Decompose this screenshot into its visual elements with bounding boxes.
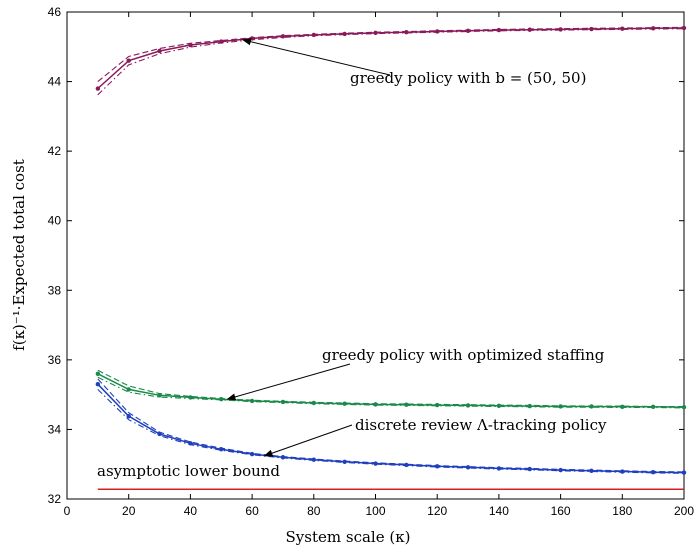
data-point-greedy-policy-with-optimized-staffing bbox=[373, 402, 378, 407]
x-tick-label: 160 bbox=[551, 504, 571, 518]
data-point-greedy-policy-with-optimized-staffing bbox=[404, 402, 409, 407]
data-point-greedy-policy-with-b-50-50 bbox=[157, 48, 162, 54]
data-point-discrete-review-tracking-policy bbox=[219, 447, 224, 452]
data-point-discrete-review-tracking-policy bbox=[188, 441, 193, 446]
data-point-greedy-policy-with-optimized-staffing bbox=[465, 403, 471, 408]
data-point-discrete-review-tracking-policy bbox=[95, 382, 101, 387]
data-point-greedy-policy-with-optimized-staffing bbox=[342, 401, 347, 406]
data-point-discrete-review-tracking-policy bbox=[126, 414, 131, 419]
data-point-discrete-review-tracking-policy bbox=[373, 461, 378, 466]
data-point-discrete-review-tracking-policy bbox=[311, 457, 316, 462]
data-point-greedy-policy-with-b-50-50 bbox=[650, 26, 656, 31]
series-line-greedy-policy-with-optimized-staffing bbox=[97, 373, 685, 408]
data-point-discrete-review-tracking-policy bbox=[465, 465, 471, 470]
data-point-discrete-review-tracking-policy bbox=[681, 470, 687, 475]
y-tick-label: 34 bbox=[48, 422, 62, 436]
annotation-layer: greedy policy with b = (50, 50) greedy po… bbox=[97, 38, 607, 480]
data-point-greedy-policy-with-b-50-50 bbox=[373, 30, 378, 36]
tick-layer: 0 20 40 60 80 100 120 140 160 180 200 32 34 36 38 40 42 4… bbox=[48, 5, 695, 518]
data-point-discrete-review-tracking-policy bbox=[496, 466, 502, 471]
annotation-arrow bbox=[263, 424, 353, 457]
data-point-greedy-policy-with-optimized-staffing bbox=[558, 404, 563, 409]
data-point-discrete-review-tracking-policy bbox=[157, 431, 162, 437]
y-tick-label: 32 bbox=[48, 492, 62, 506]
x-tick-label: 60 bbox=[245, 504, 259, 518]
data-point-discrete-review-tracking-policy bbox=[342, 459, 347, 464]
data-point-greedy-policy-with-optimized-staffing bbox=[496, 403, 502, 408]
series-layer bbox=[95, 25, 687, 491]
x-tick-label: 100 bbox=[365, 504, 385, 518]
data-point-discrete-review-tracking-policy bbox=[404, 462, 409, 468]
data-point-discrete-review-tracking-policy bbox=[650, 470, 656, 475]
data-point-greedy-policy-with-optimized-staffing bbox=[589, 404, 594, 409]
data-point-greedy-policy-with-optimized-staffing bbox=[620, 404, 625, 410]
data-point-greedy-policy-with-b-50-50 bbox=[496, 27, 502, 33]
data-point-greedy-policy-with-b-50-50 bbox=[280, 34, 286, 39]
data-point-greedy-policy-with-optimized-staffing bbox=[435, 402, 440, 408]
data-point-discrete-review-tracking-policy bbox=[527, 466, 532, 472]
data-point-greedy-policy-with-b-50-50 bbox=[527, 27, 532, 32]
data-point-greedy-policy-with-optimized-staffing bbox=[219, 396, 224, 402]
annotation-label: asymptotic lower bound bbox=[97, 462, 280, 480]
data-point-greedy-policy-with-optimized-staffing bbox=[311, 400, 316, 406]
x-tick-label: 80 bbox=[307, 504, 321, 518]
annotation-label: discrete review Λ-tracking policy bbox=[355, 416, 607, 434]
data-point-greedy-policy-with-optimized-staffing bbox=[95, 371, 101, 376]
y-tick-label: 40 bbox=[48, 214, 62, 228]
data-point-discrete-review-tracking-policy bbox=[620, 469, 625, 474]
x-tick-label: 0 bbox=[64, 504, 71, 518]
y-tick-label: 44 bbox=[48, 75, 62, 89]
x-tick-label: 140 bbox=[489, 504, 509, 518]
data-point-greedy-policy-with-b-50-50 bbox=[219, 39, 224, 44]
data-point-greedy-policy-with-b-50-50 bbox=[620, 26, 625, 31]
data-point-greedy-policy-with-b-50-50 bbox=[435, 29, 440, 34]
x-tick-label: 120 bbox=[427, 504, 447, 518]
annotation-arrow bbox=[241, 38, 391, 76]
y-tick-label: 36 bbox=[48, 353, 62, 367]
x-tick-label: 40 bbox=[184, 504, 198, 518]
annotation-label: greedy policy with b = (50, 50) bbox=[350, 69, 586, 87]
data-point-greedy-policy-with-b-50-50 bbox=[126, 58, 131, 63]
data-point-greedy-policy-with-b-50-50 bbox=[589, 26, 594, 32]
data-point-greedy-policy-with-b-50-50 bbox=[404, 29, 409, 35]
x-tick-label: 20 bbox=[122, 504, 136, 518]
data-point-greedy-policy-with-optimized-staffing bbox=[650, 404, 656, 410]
x-tick-label: 180 bbox=[612, 504, 632, 518]
x-tick-label: 200 bbox=[674, 504, 694, 518]
data-point-greedy-policy-with-b-50-50 bbox=[681, 25, 687, 31]
y-tick-label: 42 bbox=[48, 144, 62, 158]
annotation-arrow bbox=[226, 363, 351, 401]
data-point-greedy-policy-with-b-50-50 bbox=[95, 86, 101, 91]
data-point-greedy-policy-with-b-50-50 bbox=[188, 42, 193, 48]
data-point-greedy-policy-with-b-50-50 bbox=[558, 27, 563, 32]
data-point-discrete-review-tracking-policy bbox=[280, 455, 286, 460]
series-line-greedy-policy-with-b-50-50 bbox=[97, 27, 685, 90]
data-point-discrete-review-tracking-policy bbox=[249, 451, 255, 457]
x-axis-title: System scale (κ) bbox=[286, 528, 411, 546]
data-point-greedy-policy-with-optimized-staffing bbox=[280, 399, 286, 405]
data-point-discrete-review-tracking-policy bbox=[558, 467, 563, 473]
data-point-greedy-policy-with-optimized-staffing bbox=[249, 398, 255, 404]
data-point-greedy-policy-with-b-50-50 bbox=[342, 31, 347, 37]
data-point-greedy-policy-with-b-50-50 bbox=[465, 28, 471, 33]
y-tick-label: 38 bbox=[48, 283, 62, 297]
series-line-discrete-review-tracking-policy bbox=[97, 383, 685, 474]
data-point-greedy-policy-with-optimized-staffing bbox=[126, 387, 131, 392]
data-point-greedy-policy-with-optimized-staffing bbox=[681, 404, 687, 410]
data-point-discrete-review-tracking-policy bbox=[435, 464, 440, 469]
y-tick-label: 46 bbox=[48, 5, 62, 19]
data-point-greedy-policy-with-optimized-staffing bbox=[527, 403, 532, 409]
data-point-discrete-review-tracking-policy bbox=[589, 468, 594, 474]
data-point-greedy-policy-with-b-50-50 bbox=[311, 32, 316, 38]
annotation-label: greedy policy with optimized staffing bbox=[322, 346, 605, 364]
data-point-greedy-policy-with-optimized-staffing bbox=[188, 395, 193, 400]
series-upper-band-greedy-policy-with-optimized-staffing bbox=[97, 369, 684, 408]
data-point-greedy-policy-with-b-50-50 bbox=[249, 36, 255, 41]
y-axis-title: f(κ)⁻¹·Expected total cost bbox=[10, 159, 28, 351]
data-point-greedy-policy-with-optimized-staffing bbox=[157, 393, 162, 398]
